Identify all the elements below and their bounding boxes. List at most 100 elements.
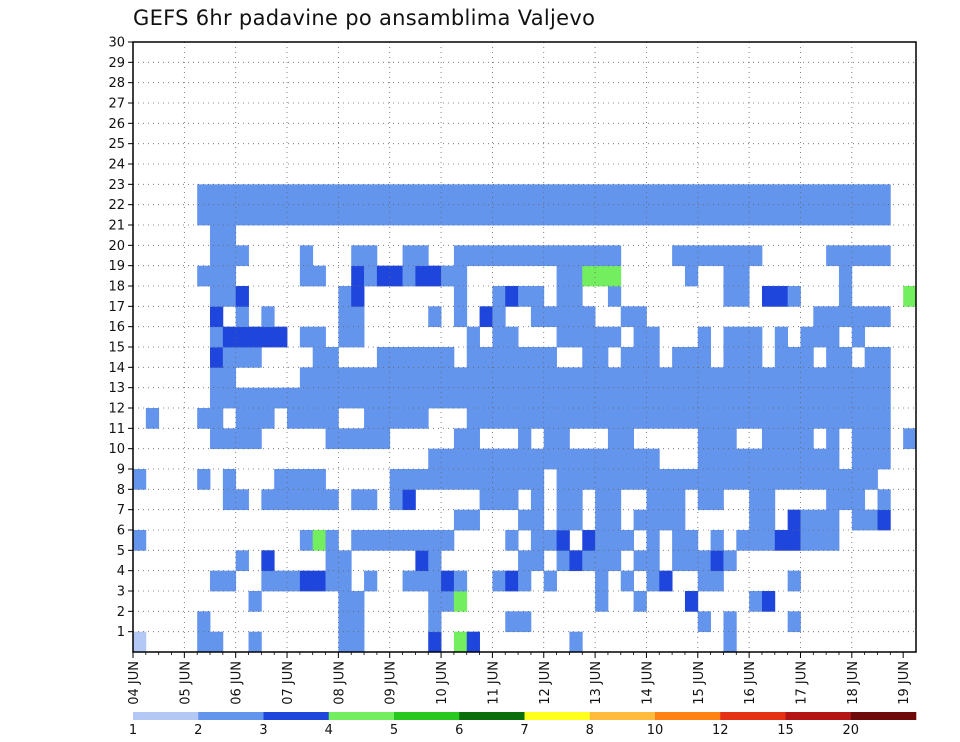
heatmap-cell [672,530,686,551]
heatmap-cell [235,428,249,450]
heatmap-cell [466,631,480,653]
heatmap-cell [415,204,429,226]
heatmap-cell [402,489,416,511]
heatmap-cell [222,245,237,267]
x-tick-label: 08 JUN [332,661,347,705]
heatmap-cell [633,448,647,470]
heatmap-cell [402,245,416,267]
heatmap-cell [235,204,249,226]
heatmap-cell [620,387,635,409]
heatmap-cell [723,245,737,267]
heatmap-cell [582,530,596,551]
heatmap-cell [607,448,622,470]
heatmap-cell [351,204,365,226]
heatmap-cell [274,489,288,511]
heatmap-cell [633,367,647,389]
heatmap-cell [530,530,545,551]
heatmap-cell [736,204,750,226]
heatmap-cell [530,184,545,206]
heatmap-cell [684,550,699,572]
heatmap-cell [210,570,224,592]
heatmap-cell [749,367,763,389]
heatmap-cell [838,387,853,409]
heatmap-cell [672,489,686,511]
heatmap-cell [505,326,519,348]
heatmap-cell [607,204,622,226]
heatmap-cell [607,408,622,429]
heatmap-cell [736,469,750,490]
heatmap-cell [723,631,737,653]
heatmap-cell [453,448,468,470]
heatmap-cell [376,204,391,226]
heatmap-cell [402,184,416,206]
heatmap-cell [672,408,686,429]
heatmap-cell [312,387,326,409]
heatmap-cell [787,408,801,429]
heatmap-cell [710,367,724,389]
heatmap-cell [569,286,583,307]
heatmap-cell [248,408,262,429]
heatmap-cell [774,184,789,206]
heatmap-cell [518,245,532,267]
heatmap-cell [556,367,570,389]
y-tick-label: 11 [108,422,125,437]
heatmap-cell [530,408,545,429]
heatmap-cell [466,245,480,267]
heatmap-cell [351,265,365,287]
heatmap-cell [364,184,378,206]
heatmap-cell [415,245,429,267]
heatmap-cell [543,367,557,389]
heatmap-cell [415,570,429,592]
heatmap-cell [620,448,635,470]
heatmap-cell [595,347,609,368]
heatmap-cell [646,469,660,490]
heatmap-cell [235,326,249,348]
heatmap-cell [261,306,275,328]
heatmap-cell [684,265,699,287]
heatmap-cell [851,428,866,450]
heatmap-cell [697,245,712,267]
heatmap-cell [607,326,622,348]
heatmap-cell [826,306,840,328]
heatmap-cell [364,367,378,389]
legend-swatch [524,712,591,720]
heatmap-cell [325,530,339,551]
heatmap-cell [364,245,378,267]
x-tick-label: 07 JUN [281,661,296,705]
y-tick-label: 25 [108,137,125,152]
legend-label: 10 [647,723,664,738]
x-tick-label: 12 JUN [538,661,553,705]
heatmap-cell [607,469,622,490]
y-tick-label: 7 [117,503,125,518]
heatmap-cell [325,428,339,450]
heatmap-cell [505,570,519,592]
heatmap-cell [389,489,403,511]
heatmap-cell [864,347,878,368]
heatmap-cell [325,387,339,409]
heatmap-cell [697,428,712,450]
heatmap-cell [582,326,596,348]
heatmap-cell [235,184,249,206]
heatmap-cell [838,347,853,368]
heatmap-cell [492,347,506,368]
heatmap-cell [659,489,673,511]
heatmap-cell [761,591,776,612]
heatmap-cell [774,530,789,551]
heatmap-cell [312,489,326,511]
heatmap-cell [582,367,596,389]
heatmap-cell [556,530,570,551]
heatmap-cell [453,570,468,592]
heatmap-cell [530,245,545,267]
heatmap-cell [299,245,314,267]
heatmap-cell [826,489,840,511]
heatmap-cell [723,387,737,409]
heatmap-cell [749,448,763,470]
heatmap-cell [222,265,237,287]
heatmap-cell [877,306,891,328]
heatmap-cell [492,570,506,592]
heatmap-cell [813,184,827,206]
heatmap-cell [633,550,647,572]
heatmap-cell [210,408,224,429]
heatmap-cell [633,306,647,328]
legend-label: 4 [325,723,333,738]
